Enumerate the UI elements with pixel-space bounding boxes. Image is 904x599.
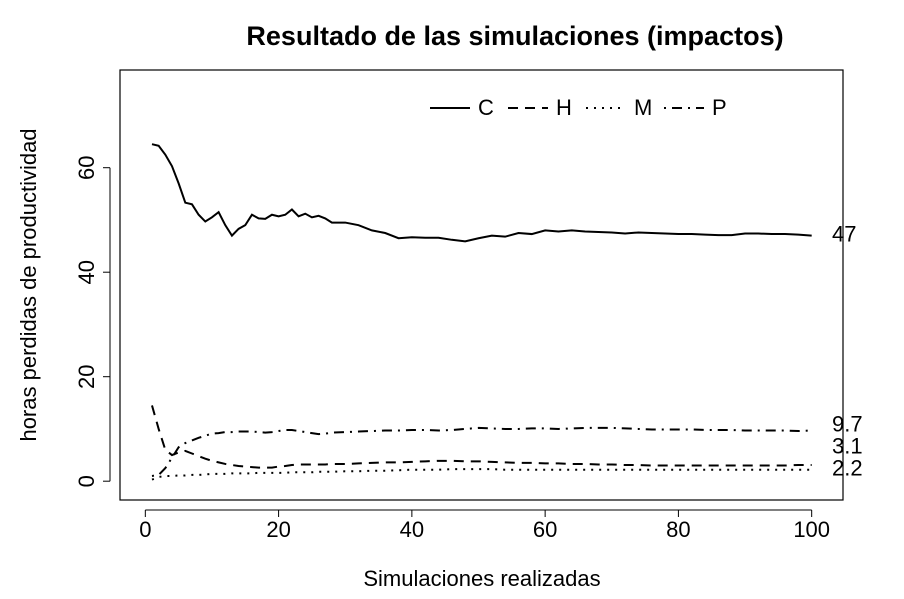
legend-label: P (712, 95, 727, 120)
end-label: 3.1 (832, 434, 863, 459)
chart-title: Resultado de las simulaciones (impactos) (246, 21, 783, 51)
end-label: 9.7 (832, 412, 863, 437)
x-tick-label: 0 (139, 517, 151, 542)
series-line (151, 405, 812, 469)
x-tick-label: 20 (266, 517, 290, 542)
y-axis-label: horas perdidas de productividad (16, 128, 41, 441)
x-tick-label: 100 (793, 517, 830, 542)
x-tick-label: 80 (666, 517, 690, 542)
series-line (151, 426, 812, 477)
series-line (151, 468, 812, 481)
series-line (151, 143, 812, 243)
y-tick-label: 40 (74, 260, 99, 284)
legend-label: C (478, 95, 494, 120)
legend-label: H (556, 95, 572, 120)
x-tick-label: 40 (400, 517, 424, 542)
x-axis-label: Simulaciones realizadas (363, 566, 600, 591)
y-tick-label: 60 (74, 155, 99, 179)
plot-box (119, 69, 844, 501)
end-label: 47 (832, 221, 856, 246)
y-tick-label: 0 (74, 475, 99, 487)
end-label: 2.2 (832, 456, 863, 481)
x-tick-label: 60 (533, 517, 557, 542)
y-tick-label: 20 (74, 364, 99, 388)
legend-label: M (634, 95, 652, 120)
